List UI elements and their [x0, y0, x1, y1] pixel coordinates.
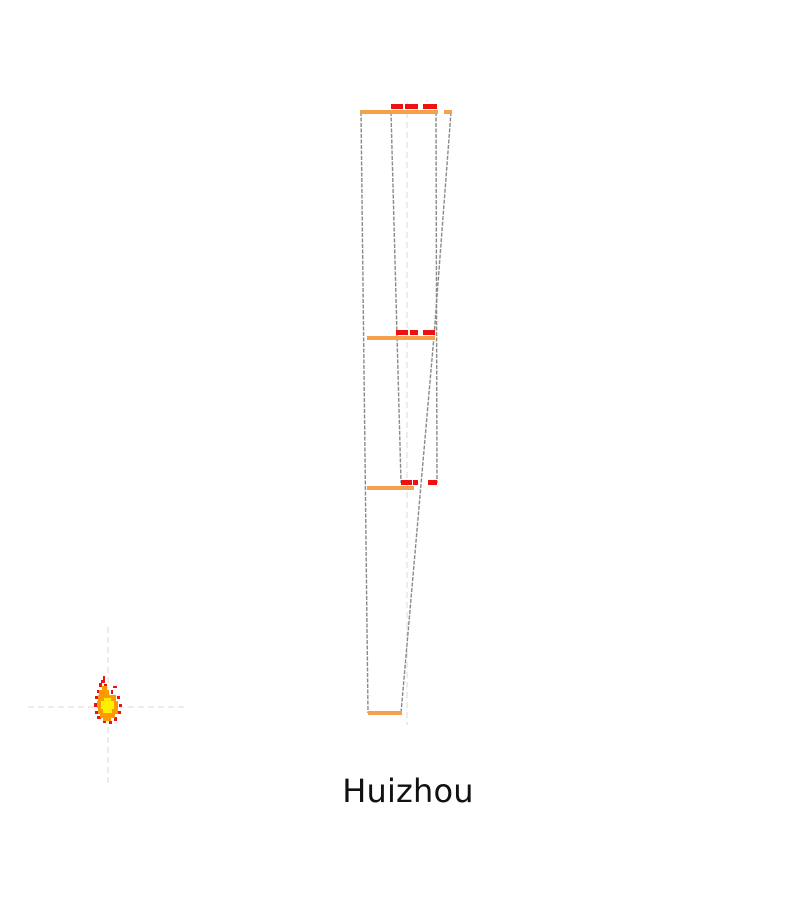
flag-marker [401, 480, 412, 485]
flag-marker [396, 330, 408, 335]
flag-marker [423, 104, 437, 109]
flag-marker [410, 330, 418, 335]
glyph-outer [94, 676, 122, 724]
flag-marker [428, 480, 437, 485]
level-bar-3 [367, 486, 414, 490]
level-bar-2 [367, 336, 435, 340]
glyph-core [101, 698, 114, 713]
connector-line [435, 111, 438, 484]
level-bar-4 [368, 711, 402, 715]
diagram-title: Huizhou [342, 772, 474, 810]
level-bars [360, 110, 452, 715]
flag-marker [423, 330, 435, 335]
connector-lines [360, 111, 452, 714]
locator-glyph [94, 676, 122, 724]
connector-line [400, 335, 435, 714]
level-bar-1-tail [444, 110, 452, 114]
connector-line [433, 111, 452, 337]
flag-markers [391, 104, 437, 485]
connector-line [390, 111, 402, 484]
flag-marker [413, 480, 418, 485]
level-bar-1 [360, 110, 438, 114]
connector-line [360, 111, 369, 714]
flag-marker [391, 104, 403, 109]
flag-marker [405, 104, 418, 109]
